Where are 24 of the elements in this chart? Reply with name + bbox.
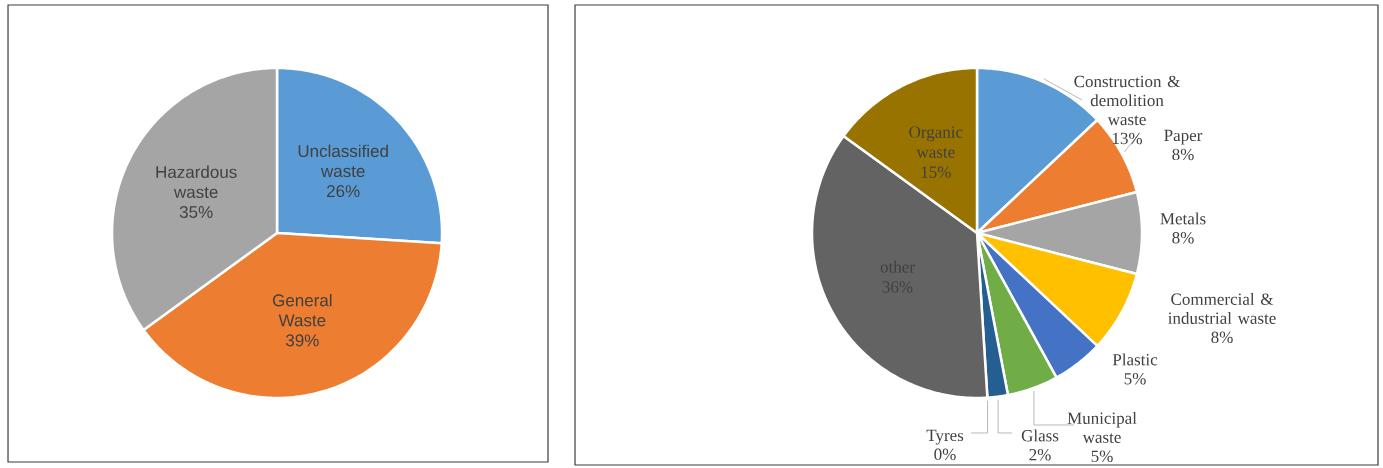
slice-label: Metals — [1160, 212, 1206, 225]
slice-label: Hazardous waste — [156, 165, 237, 199]
slice-label: Municipal waste — [1067, 411, 1137, 443]
data-label: 15% — [921, 166, 951, 178]
slice-label: Glass — [1021, 429, 1059, 442]
slice-label: Plastic — [1112, 353, 1158, 366]
slice-label: Construction & demolition waste — [1074, 75, 1181, 126]
data-label: 5% — [1124, 372, 1146, 385]
slice-label: Organic waste — [909, 126, 963, 158]
data-label: 5% — [1091, 450, 1113, 462]
data-label: 26% — [327, 185, 360, 198]
data-label: 8% — [1172, 148, 1194, 161]
slice-label: Commercial & industrial waste — [1168, 292, 1276, 324]
data-label: 8% — [1211, 331, 1233, 343]
data-label: 39% — [285, 334, 319, 347]
text: 0% — [934, 448, 956, 461]
slice-label: General Waste — [272, 293, 332, 327]
data-label: 8% — [1172, 231, 1194, 244]
slice-label: Paper — [1164, 129, 1203, 145]
slice-label: Unclassified waste — [298, 144, 388, 178]
legend-label: Tyres — [926, 429, 964, 445]
data-label: 35% — [179, 205, 213, 219]
data-label: 2% — [1029, 448, 1051, 461]
data-label: 13% — [1112, 132, 1143, 145]
